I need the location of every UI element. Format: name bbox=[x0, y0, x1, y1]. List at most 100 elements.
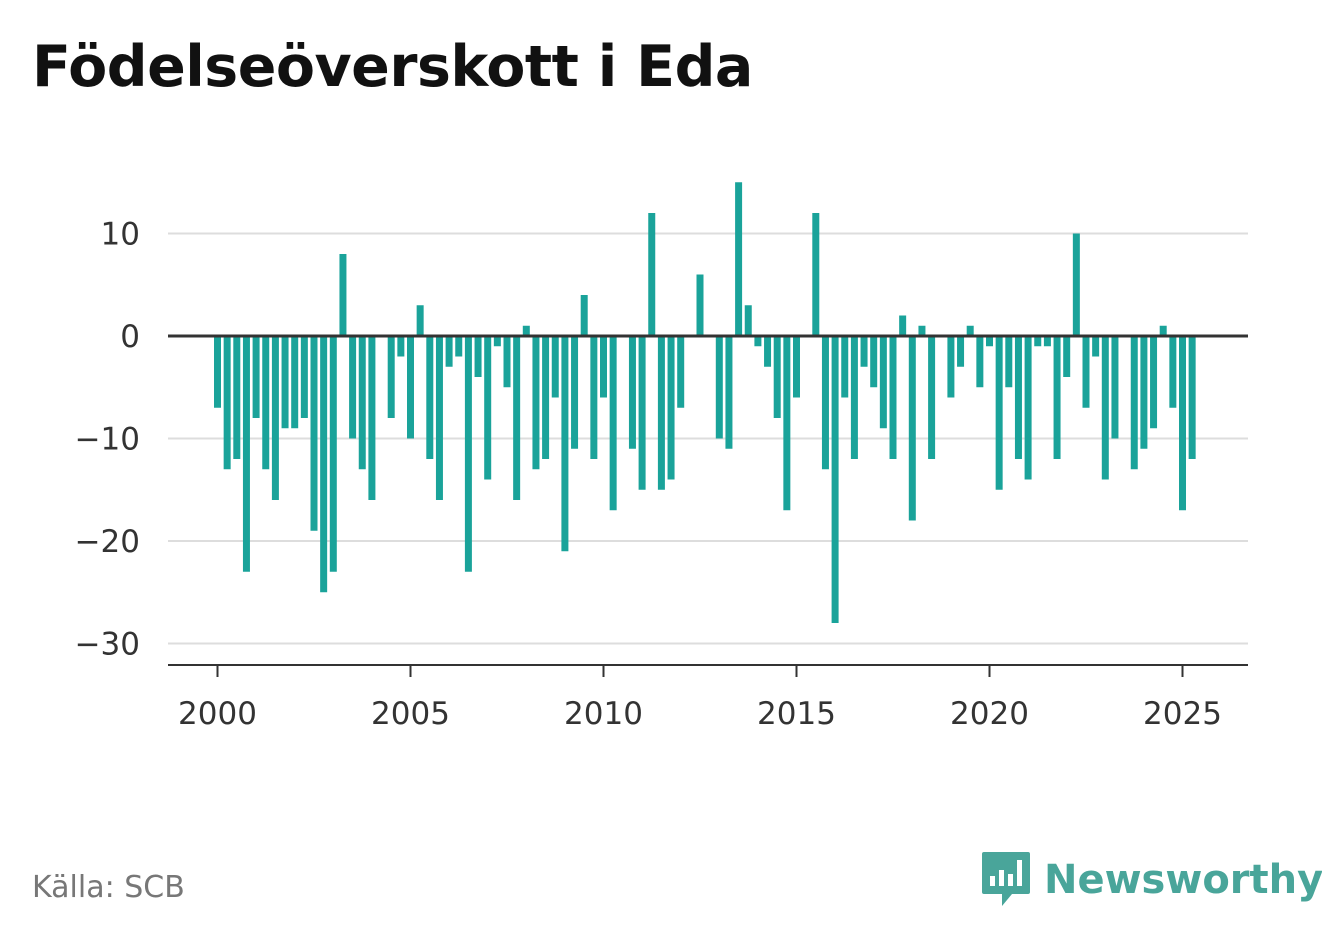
bar bbox=[281, 336, 289, 429]
bar bbox=[474, 336, 482, 377]
bar bbox=[1024, 336, 1032, 480]
source-label: Källa: SCB bbox=[32, 870, 185, 905]
brand-logo: Newsworthy bbox=[980, 850, 1322, 910]
bar bbox=[754, 336, 762, 347]
bar bbox=[358, 336, 366, 470]
bar bbox=[1034, 336, 1042, 347]
bar bbox=[349, 336, 357, 439]
bar bbox=[1014, 336, 1022, 459]
bar bbox=[339, 254, 347, 336]
bar bbox=[821, 336, 829, 470]
bar bbox=[1082, 336, 1090, 408]
bar bbox=[1063, 336, 1071, 377]
bar bbox=[513, 336, 521, 500]
bar bbox=[561, 336, 569, 552]
bar bbox=[1150, 336, 1158, 429]
tick-labels: 10 0 −10 −20 −30 2000 2005 2010 2015 2020 2025 bbox=[75, 217, 1222, 733]
bar bbox=[1179, 336, 1186, 511]
bar bbox=[1159, 325, 1167, 336]
y-tick-label: −30 bbox=[75, 627, 140, 663]
bar bbox=[889, 336, 897, 459]
bar bbox=[947, 336, 955, 398]
brand-name: Newsworthy bbox=[1044, 857, 1322, 903]
bar bbox=[995, 336, 1003, 490]
bar bbox=[850, 336, 858, 459]
bar bbox=[696, 274, 704, 336]
bar bbox=[773, 336, 781, 418]
bar bbox=[233, 336, 241, 459]
bars bbox=[214, 182, 1196, 623]
bar bbox=[1072, 233, 1080, 336]
bar bbox=[590, 336, 598, 459]
bar bbox=[831, 336, 839, 623]
x-tick-label: 2000 bbox=[178, 696, 257, 732]
bar bbox=[455, 336, 463, 357]
bar bbox=[1043, 336, 1051, 347]
bar bbox=[638, 336, 646, 490]
bar bbox=[609, 336, 617, 511]
bar bbox=[628, 336, 636, 449]
bar bbox=[908, 336, 916, 521]
bar bbox=[542, 336, 550, 459]
x-tick-label: 2015 bbox=[757, 696, 836, 732]
x-tick-label: 2010 bbox=[564, 696, 643, 732]
x-tick-label: 2025 bbox=[1143, 696, 1222, 732]
bar bbox=[300, 336, 308, 418]
bar bbox=[407, 336, 414, 439]
bar bbox=[484, 336, 492, 480]
bar bbox=[1169, 336, 1177, 408]
bar bbox=[435, 336, 443, 500]
bar bbox=[329, 336, 337, 572]
bar bbox=[493, 336, 501, 347]
bar bbox=[899, 315, 907, 336]
bar bbox=[242, 336, 250, 572]
bar bbox=[571, 336, 579, 449]
bar bbox=[744, 305, 752, 336]
bar bbox=[310, 336, 318, 531]
bar bbox=[416, 305, 424, 336]
bar bbox=[957, 336, 965, 367]
bar bbox=[879, 336, 887, 429]
bar bbox=[793, 336, 800, 398]
bar bbox=[551, 336, 559, 398]
axes bbox=[168, 334, 1248, 677]
bar bbox=[735, 182, 743, 336]
y-tick-label: −10 bbox=[75, 422, 140, 458]
x-tick-label: 2020 bbox=[950, 696, 1029, 732]
bar bbox=[532, 336, 540, 470]
chart-title: Födelseöverskott i Eda bbox=[32, 34, 753, 100]
bar bbox=[214, 336, 221, 408]
bar bbox=[841, 336, 849, 398]
bar bbox=[368, 336, 376, 500]
bar bbox=[1130, 336, 1138, 470]
bar bbox=[291, 336, 299, 429]
bar bbox=[677, 336, 685, 408]
bar bbox=[1053, 336, 1061, 459]
y-tick-label: −20 bbox=[75, 524, 140, 560]
bar bbox=[1188, 336, 1196, 459]
bar bbox=[522, 325, 530, 336]
bar bbox=[928, 336, 936, 459]
bar bbox=[252, 336, 260, 418]
bar bbox=[503, 336, 511, 388]
bar bbox=[464, 336, 472, 572]
bar bbox=[783, 336, 791, 511]
bar bbox=[1005, 336, 1013, 388]
bar bbox=[580, 295, 588, 336]
bar bbox=[600, 336, 607, 398]
bar bbox=[271, 336, 279, 500]
x-tick-label: 2005 bbox=[371, 696, 450, 732]
bar bbox=[387, 336, 395, 418]
bar bbox=[320, 336, 328, 593]
bar bbox=[976, 336, 984, 388]
bar bbox=[426, 336, 434, 459]
bar bbox=[812, 213, 820, 336]
bar bbox=[1140, 336, 1148, 449]
bar bbox=[986, 336, 993, 347]
bar bbox=[648, 213, 656, 336]
bar bbox=[397, 336, 405, 357]
grid-lines bbox=[168, 232, 1248, 645]
bar bbox=[860, 336, 868, 367]
y-tick-label: 0 bbox=[120, 319, 140, 355]
